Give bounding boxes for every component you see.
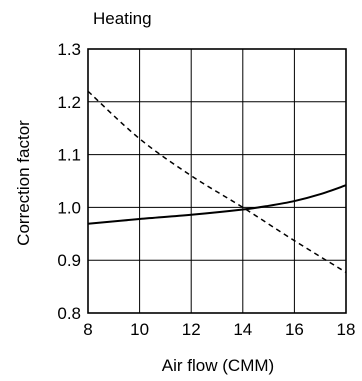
dashed-series-line bbox=[87, 90, 347, 273]
x-tick-label: 18 bbox=[337, 320, 356, 339]
x-tick-label: 8 bbox=[83, 320, 92, 339]
x-tick-label: 12 bbox=[182, 320, 201, 339]
x-tick-labels: 8 10 12 14 16 18 bbox=[83, 320, 355, 339]
y-tick-label: 1.0 bbox=[57, 198, 81, 217]
y-tick-label: 0.8 bbox=[57, 304, 81, 323]
plot-frame bbox=[87, 48, 347, 314]
y-tick-label: 1.2 bbox=[57, 93, 81, 112]
x-axis-label: Air flow (CMM) bbox=[162, 356, 274, 375]
y-axis-label: Correction factor bbox=[14, 120, 33, 246]
y-tick-labels: 0.8 0.9 1.0 1.1 1.2 1.3 bbox=[57, 40, 81, 323]
x-tick-label: 16 bbox=[285, 320, 304, 339]
y-tick-label: 1.3 bbox=[57, 40, 81, 59]
chart-title: Heating bbox=[93, 9, 152, 28]
x-tick-label: 14 bbox=[233, 320, 252, 339]
x-tick-label: 10 bbox=[130, 320, 149, 339]
solid-series-line bbox=[87, 184, 347, 225]
grid bbox=[87, 48, 347, 314]
series-group bbox=[87, 90, 347, 273]
y-tick-label: 1.1 bbox=[57, 146, 81, 165]
y-tick-label: 0.9 bbox=[57, 251, 81, 270]
